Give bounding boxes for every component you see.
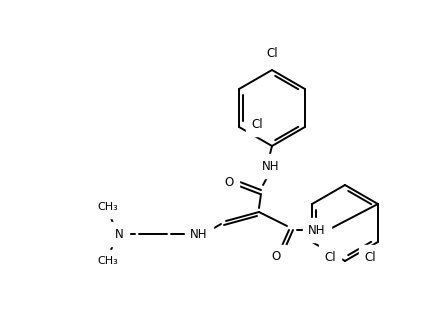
- Text: CH₃: CH₃: [98, 202, 118, 212]
- Text: NH: NH: [262, 160, 280, 172]
- Text: O: O: [224, 176, 233, 189]
- Text: Cl: Cl: [266, 47, 278, 60]
- Text: Cl: Cl: [324, 251, 336, 264]
- Text: N: N: [115, 227, 123, 240]
- Text: O: O: [271, 251, 281, 264]
- Text: NH: NH: [308, 224, 326, 237]
- Text: CH₃: CH₃: [98, 256, 118, 266]
- Text: Cl: Cl: [251, 117, 263, 130]
- Text: Cl: Cl: [364, 251, 376, 264]
- Text: NH: NH: [190, 227, 208, 240]
